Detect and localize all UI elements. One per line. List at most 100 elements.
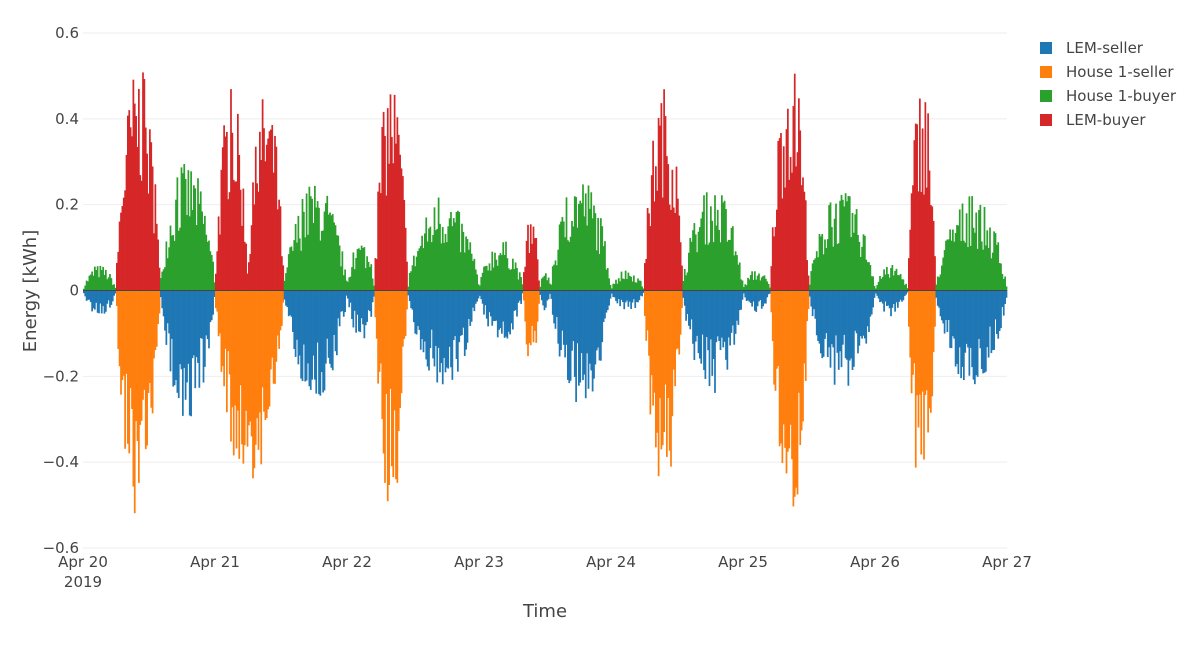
bar [286,290,289,308]
bar [692,230,694,291]
bar [457,210,459,291]
bar [424,233,426,291]
bar [293,290,296,350]
bar [831,290,833,345]
bar [818,234,821,291]
bar [875,288,877,291]
bar [729,290,731,346]
legend-item[interactable]: House 1-buyer [1040,87,1177,105]
legend[interactable]: LEM-seller House 1-seller House 1-buyer LEM… [1040,39,1177,129]
legend-item[interactable]: LEM-seller [1040,39,1144,57]
bar [644,263,646,291]
bar [146,153,148,291]
bar [737,264,740,291]
bar [336,290,338,356]
bar [373,290,375,297]
bar [171,235,173,291]
bar [842,199,844,291]
bar [663,290,665,433]
bar [131,136,133,291]
bar [920,191,923,291]
bar [529,290,532,346]
bar [837,290,840,370]
legend-item[interactable]: LEM-buyer [1040,111,1146,129]
bar [333,290,335,335]
bar [276,290,279,336]
bar [980,290,983,370]
bar [351,267,353,291]
bar [461,223,463,291]
bar [194,290,197,389]
bar [952,229,954,291]
bar [1005,286,1008,291]
bar [307,234,309,291]
bar [87,290,89,300]
bar [539,286,542,291]
bar [480,290,483,300]
bar [883,269,885,291]
bar [425,217,428,291]
bar [551,266,554,291]
bar [711,290,714,376]
bar [606,290,609,311]
bar [440,243,443,291]
bar [624,270,627,291]
bar [432,290,434,359]
bar [319,240,322,291]
bar [252,182,254,291]
bar [147,290,150,393]
bar [591,290,594,392]
bar [305,290,308,381]
bar [125,154,128,291]
bar [589,208,591,291]
bar [516,290,518,317]
bar [777,290,780,367]
bar [721,195,723,291]
bar [638,280,641,291]
bar [820,290,822,354]
bar [441,290,444,385]
bar [545,273,547,291]
bar [661,290,664,446]
bar [657,117,660,291]
bar [813,290,815,310]
bar [395,143,397,291]
y-tick-label: 0.6 [55,24,79,42]
bar [745,290,748,302]
bar [371,278,374,291]
bar [938,277,940,291]
x-tick-label: Apr 23 [454,553,504,571]
bar [571,290,573,351]
bar [133,103,136,291]
bar [971,196,973,291]
bar [198,203,201,291]
bar [462,231,465,291]
bar [722,290,725,348]
bar [441,227,444,291]
bar [947,239,950,291]
bar [887,274,890,291]
bar [616,290,619,304]
bar [659,290,661,399]
bar [513,269,516,291]
bar [352,290,355,328]
bar [686,290,689,315]
bar [826,290,829,358]
bar [754,290,756,311]
bar [803,290,806,364]
bar [308,186,311,291]
bar [630,276,632,291]
bar [124,290,126,449]
bar [182,173,184,291]
bar [575,290,577,402]
bar [958,290,961,348]
bar [367,261,370,291]
bar [653,201,656,291]
bar [829,202,832,291]
bar [765,278,767,291]
bar [716,290,719,337]
legend-item[interactable]: House 1-seller [1040,63,1174,81]
bar [876,284,879,291]
bar [770,266,773,291]
bar [917,290,920,428]
